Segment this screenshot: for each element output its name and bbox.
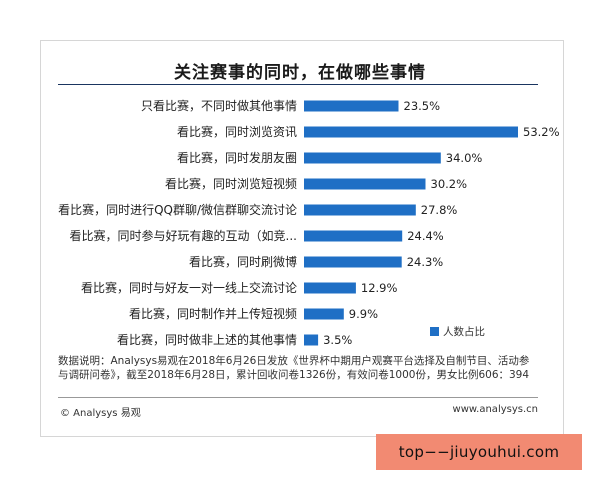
category-label: 看比赛，同时参与好玩有趣的互动（如竞...	[70, 228, 297, 243]
category-label: 看比赛，同时发朋友圈	[177, 150, 297, 165]
category-label: 看比赛，同时与好友一对一线上交流讨论	[81, 280, 297, 295]
value-label: 53.2%	[523, 125, 560, 139]
bar	[304, 204, 416, 216]
chart-card	[40, 40, 564, 437]
value-label: 30.2%	[431, 177, 468, 191]
footer-brand: © Analysys 易观	[60, 408, 141, 419]
watermark-banner: top−−jiuyouhui.com	[376, 434, 582, 470]
bar	[304, 230, 403, 242]
value-label: 3.5%	[323, 333, 352, 347]
value-label: 24.4%	[407, 229, 444, 243]
footer-url: www.analysys.cn	[452, 404, 538, 415]
value-label: 34.0%	[446, 151, 483, 165]
value-label: 9.9%	[349, 307, 378, 321]
category-label: 看比赛，同时进行QQ群聊/微信群聊交流讨论	[58, 202, 297, 217]
bar	[304, 334, 319, 346]
category-label: 看比赛，同时浏览短视频	[165, 176, 297, 191]
footer-divider	[58, 397, 538, 398]
bar	[304, 256, 402, 268]
chart-title: 关注赛事的同时，在做哪些事情	[174, 63, 426, 83]
bar	[304, 282, 356, 294]
legend-swatch	[430, 327, 439, 336]
category-label: 看比赛，同时制作并上传短视频	[129, 306, 297, 321]
bar	[304, 100, 399, 112]
title-divider	[58, 84, 538, 85]
bar	[304, 126, 518, 138]
value-label: 24.3%	[407, 255, 444, 269]
legend-label: 人数占比	[443, 325, 485, 338]
category-label: 看比赛，同时浏览资讯	[177, 124, 297, 139]
category-label: 看比赛，同时做非上述的其他事情	[117, 332, 297, 347]
bar	[304, 308, 344, 320]
value-label: 23.5%	[404, 99, 441, 113]
bar	[304, 152, 441, 164]
value-label: 12.9%	[361, 281, 398, 295]
category-label: 看比赛，同时刷微博	[189, 254, 297, 269]
data-note: 数据说明：Analysys易观在2018年6月26日发放《世界杯中期用户观赛平台…	[58, 355, 530, 381]
category-label: 只看比赛，不同时做其他事情	[141, 98, 297, 113]
value-label: 27.8%	[421, 203, 458, 217]
bar	[304, 178, 426, 190]
